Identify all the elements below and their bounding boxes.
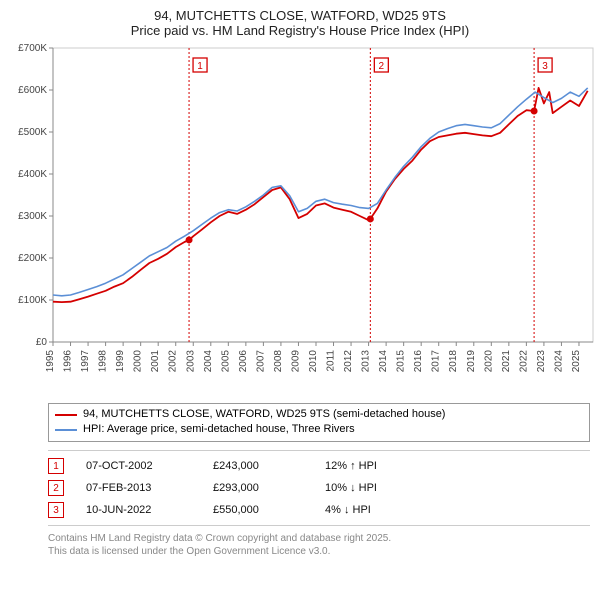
legend-item: 94, MUTCHETTS CLOSE, WATFORD, WD25 9TS (… bbox=[55, 407, 583, 422]
footnote: Contains HM Land Registry data © Crown c… bbox=[48, 532, 590, 558]
table-row: 3 10-JUN-2022 £550,000 4% ↓ HPI bbox=[48, 499, 590, 521]
event-date: 07-OCT-2002 bbox=[86, 460, 191, 472]
event-pct: 10% ↓ HPI bbox=[325, 482, 435, 494]
svg-text:2001: 2001 bbox=[150, 350, 161, 373]
footnote-line-2: This data is licensed under the Open Gov… bbox=[48, 545, 590, 558]
event-date: 07-FEB-2013 bbox=[86, 482, 191, 494]
svg-text:2014: 2014 bbox=[378, 350, 389, 373]
svg-text:3: 3 bbox=[542, 61, 548, 72]
svg-text:2009: 2009 bbox=[290, 350, 301, 373]
svg-text:£0: £0 bbox=[36, 337, 48, 348]
legend-label: HPI: Average price, semi-detached house,… bbox=[83, 422, 355, 437]
event-price: £243,000 bbox=[213, 460, 303, 472]
svg-text:£400K: £400K bbox=[18, 169, 47, 180]
svg-text:£600K: £600K bbox=[18, 85, 47, 96]
events-table: 1 07-OCT-2002 £243,000 12% ↑ HPI 2 07-FEB-201… bbox=[48, 450, 590, 526]
svg-text:2018: 2018 bbox=[448, 350, 459, 373]
svg-text:£700K: £700K bbox=[18, 43, 47, 54]
svg-text:£500K: £500K bbox=[18, 127, 47, 138]
event-marker: 1 bbox=[48, 458, 64, 474]
svg-text:2011: 2011 bbox=[326, 350, 337, 372]
svg-text:2002: 2002 bbox=[168, 350, 179, 373]
event-marker: 3 bbox=[48, 502, 64, 518]
svg-text:2013: 2013 bbox=[361, 350, 372, 373]
svg-text:2003: 2003 bbox=[185, 350, 196, 373]
svg-text:2024: 2024 bbox=[553, 350, 564, 373]
svg-text:2006: 2006 bbox=[238, 350, 249, 373]
svg-text:2005: 2005 bbox=[220, 350, 231, 373]
event-price: £550,000 bbox=[213, 504, 303, 516]
chart-title: 94, MUTCHETTS CLOSE, WATFORD, WD25 9TS P… bbox=[0, 8, 600, 38]
svg-text:2019: 2019 bbox=[466, 350, 477, 373]
svg-text:2012: 2012 bbox=[343, 350, 354, 373]
title-line-1: 94, MUTCHETTS CLOSE, WATFORD, WD25 9TS bbox=[0, 8, 600, 23]
svg-text:2016: 2016 bbox=[413, 350, 424, 373]
svg-text:2020: 2020 bbox=[483, 350, 494, 373]
footnote-line-1: Contains HM Land Registry data © Crown c… bbox=[48, 532, 590, 545]
svg-text:2000: 2000 bbox=[133, 350, 144, 373]
svg-text:£300K: £300K bbox=[18, 211, 47, 222]
event-date: 10-JUN-2022 bbox=[86, 504, 191, 516]
svg-text:£100K: £100K bbox=[18, 295, 47, 306]
svg-text:2017: 2017 bbox=[431, 350, 442, 373]
svg-text:2015: 2015 bbox=[396, 350, 407, 373]
line-chart: £0 £100K £200K £300K £400K £500K £600K £700K 199… bbox=[5, 42, 600, 397]
event-pct: 4% ↓ HPI bbox=[325, 504, 435, 516]
chart-area: £0 £100K £200K £300K £400K £500K £600K £700K 199… bbox=[5, 42, 600, 397]
svg-text:2008: 2008 bbox=[273, 350, 284, 373]
svg-text:1998: 1998 bbox=[98, 350, 109, 373]
event-marker: 2 bbox=[48, 480, 64, 496]
legend-swatch bbox=[55, 429, 77, 431]
table-row: 1 07-OCT-2002 £243,000 12% ↑ HPI bbox=[48, 455, 590, 477]
table-row: 2 07-FEB-2013 £293,000 10% ↓ HPI bbox=[48, 477, 590, 499]
event-price: £293,000 bbox=[213, 482, 303, 494]
event-pct: 12% ↑ HPI bbox=[325, 460, 435, 472]
svg-text:2025: 2025 bbox=[571, 350, 582, 373]
svg-text:1996: 1996 bbox=[63, 350, 74, 373]
legend-item: HPI: Average price, semi-detached house,… bbox=[55, 422, 583, 437]
svg-text:2007: 2007 bbox=[255, 350, 266, 373]
title-line-2: Price paid vs. HM Land Registry's House … bbox=[0, 23, 600, 38]
svg-text:1995: 1995 bbox=[45, 350, 56, 373]
legend-label: 94, MUTCHETTS CLOSE, WATFORD, WD25 9TS (… bbox=[83, 407, 445, 422]
svg-text:1997: 1997 bbox=[80, 350, 91, 373]
svg-text:2010: 2010 bbox=[308, 350, 319, 373]
legend-swatch bbox=[55, 414, 77, 416]
legend: 94, MUTCHETTS CLOSE, WATFORD, WD25 9TS (… bbox=[48, 403, 590, 442]
svg-text:£200K: £200K bbox=[18, 253, 47, 264]
svg-text:2023: 2023 bbox=[536, 350, 547, 373]
svg-text:2004: 2004 bbox=[203, 350, 214, 373]
svg-text:1: 1 bbox=[197, 61, 203, 72]
svg-text:2022: 2022 bbox=[518, 350, 529, 373]
svg-text:2021: 2021 bbox=[501, 350, 512, 373]
svg-text:1999: 1999 bbox=[115, 350, 126, 373]
svg-text:2: 2 bbox=[379, 61, 385, 72]
